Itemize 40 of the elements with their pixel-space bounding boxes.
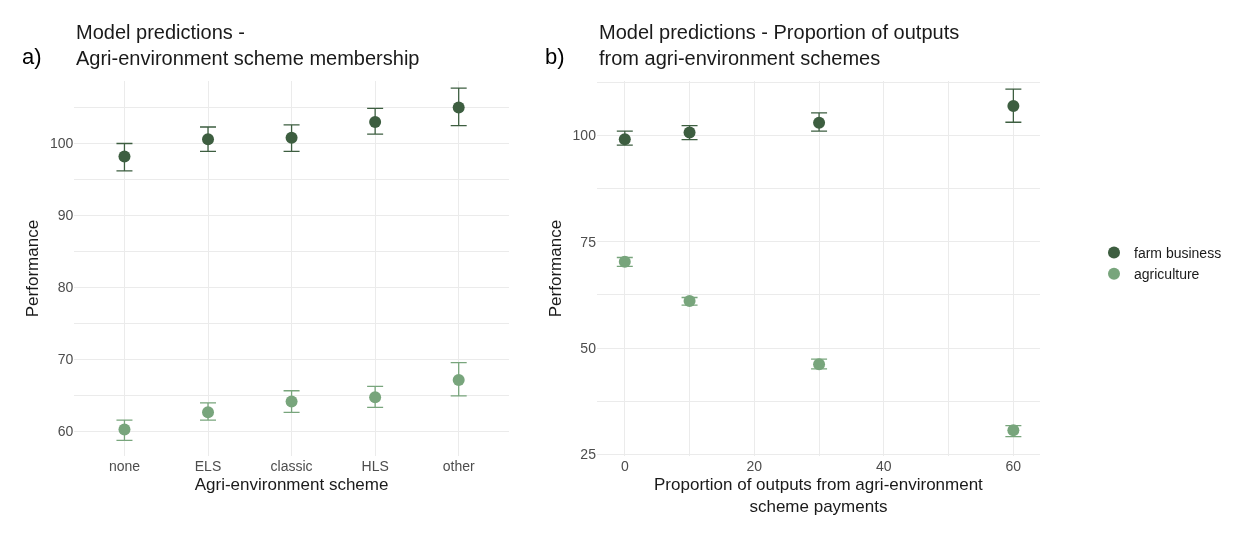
x-tick-label: classic <box>270 458 313 475</box>
x-tick-label: ELS <box>194 458 222 475</box>
point <box>452 101 465 114</box>
point <box>202 406 215 419</box>
point <box>118 423 131 436</box>
point <box>285 131 298 144</box>
x-tick-label: 20 <box>746 458 763 475</box>
chart-title: Model predictions - Proportion of outputs from agri-environment schemes <box>599 21 960 69</box>
y-axis-title: Performance <box>23 219 43 318</box>
chart-title: Model predictions - Agri-environment scheme membership <box>76 21 420 69</box>
chart-subtitle: b) <box>545 44 565 69</box>
legend-label: farm business <box>1134 245 1222 262</box>
y-tick-label: 100 <box>49 135 74 152</box>
point <box>813 116 826 129</box>
point <box>118 150 131 163</box>
point <box>202 133 215 146</box>
x-tick-label: other <box>442 458 475 475</box>
x-axis-title: Proportion of outputs from agri-environment scheme payments <box>654 474 984 516</box>
y-tick-label: 75 <box>580 233 597 250</box>
point <box>369 391 382 404</box>
x-tick-label: none <box>108 458 141 475</box>
y-tick-label: 90 <box>57 207 74 224</box>
y-tick-label: 60 <box>57 422 74 439</box>
y-tick-label: 100 <box>572 127 597 144</box>
x-tick-label: HLS <box>361 458 389 475</box>
y-tick-label: 50 <box>580 340 597 357</box>
x-tick-label: 0 <box>620 458 629 475</box>
legend-label: agriculture <box>1134 266 1200 283</box>
y-tick-label: 25 <box>580 446 597 463</box>
x-tick-label: 40 <box>876 458 892 475</box>
x-tick-label: 60 <box>1005 458 1022 475</box>
y-tick-label: 70 <box>57 351 74 368</box>
point <box>285 395 298 408</box>
y-axis-title: Performance <box>546 219 566 318</box>
point <box>452 373 465 386</box>
point <box>369 115 382 128</box>
point <box>1007 100 1020 113</box>
y-tick-label: 80 <box>57 279 74 296</box>
x-axis-title: Agri-environment scheme <box>194 474 389 494</box>
chart-subtitle: a) <box>22 44 42 69</box>
